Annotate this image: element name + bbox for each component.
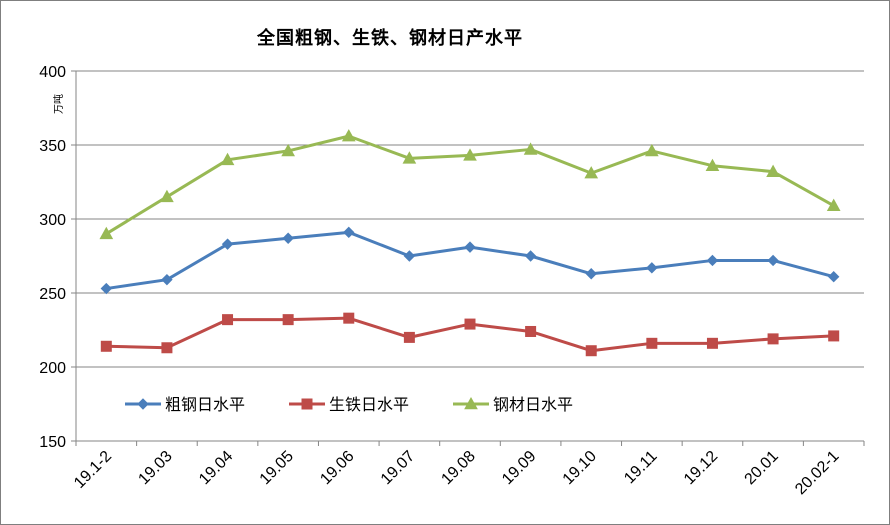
data-point	[646, 262, 658, 274]
legend: 粗钢日水平 生铁日水平 钢材日水平	[125, 395, 573, 414]
x-tick-label: 19.09	[499, 448, 539, 488]
data-point	[827, 271, 840, 283]
data-point	[585, 345, 597, 357]
data-point	[767, 333, 779, 345]
data-point	[343, 226, 355, 239]
legend-label: 钢材日水平	[493, 395, 573, 414]
x-tick-label: 19.07	[378, 448, 418, 488]
legend-item: 钢材日水平	[453, 395, 573, 414]
y-tick-label: 400	[39, 64, 66, 81]
data-point	[644, 143, 659, 157]
legend-label: 粗钢日水平	[165, 395, 245, 414]
data-point	[160, 189, 174, 203]
data-point	[100, 282, 113, 295]
data-point	[402, 151, 417, 164]
data-point	[706, 254, 719, 267]
x-tick-label: 19.04	[196, 448, 236, 488]
data-point	[463, 148, 477, 161]
series-group	[99, 129, 841, 357]
data-point	[767, 254, 779, 267]
series-line	[106, 230, 835, 291]
data-point	[281, 143, 296, 157]
data-point	[585, 268, 597, 280]
data-point	[221, 238, 234, 250]
data-point	[705, 158, 720, 172]
data-point	[646, 337, 658, 349]
x-tick-label: 19.05	[257, 448, 297, 488]
data-point	[828, 330, 840, 342]
data-point	[161, 342, 173, 354]
x-tick-label: 19.03	[135, 448, 175, 488]
y-tick-label: 200	[39, 360, 66, 377]
data-point	[403, 331, 415, 343]
data-point	[403, 250, 416, 262]
data-point	[464, 241, 476, 253]
y-axis-unit-label: 万吨	[52, 94, 65, 114]
gridlines	[76, 70, 864, 442]
x-tick-label: 19.11	[621, 448, 661, 488]
legend-label: 生铁日水平	[329, 395, 409, 414]
data-point	[282, 232, 294, 244]
series-2	[100, 312, 840, 357]
data-point	[525, 325, 537, 337]
x-tick-label: 20.02-1	[792, 448, 842, 498]
data-point	[222, 314, 234, 326]
data-point	[161, 273, 173, 286]
data-point	[826, 198, 841, 211]
x-tick-label: 19.1-2	[71, 448, 115, 492]
data-point	[220, 152, 235, 166]
legend-item: 生铁日水平	[289, 395, 409, 414]
y-tick-label: 250	[39, 286, 66, 303]
series-3	[99, 129, 841, 240]
data-point	[464, 318, 476, 330]
data-point	[706, 337, 718, 349]
y-tick-label: 350	[39, 138, 66, 155]
legend-marker	[464, 396, 478, 410]
x-tick-label: 19.08	[438, 448, 478, 488]
legend-item: 粗钢日水平	[125, 395, 245, 414]
data-point	[584, 166, 599, 179]
data-point	[100, 340, 112, 352]
data-point	[282, 314, 294, 326]
legend-marker	[137, 398, 149, 410]
chart-title: 全国粗钢、生铁、钢材日产水平	[257, 28, 523, 49]
x-tick-label: 19.10	[560, 448, 600, 488]
data-point	[341, 129, 356, 142]
data-point	[766, 164, 780, 177]
data-point	[343, 312, 355, 324]
series-1	[100, 226, 840, 295]
legend-marker	[301, 398, 313, 410]
x-tick-label: 19.12	[681, 448, 721, 488]
data-point	[523, 142, 538, 155]
x-tick-label: 20.01	[742, 448, 782, 488]
data-point	[99, 226, 114, 240]
y-tick-label: 300	[39, 212, 66, 229]
x-tick-label: 19.06	[317, 448, 357, 488]
data-point	[524, 250, 537, 262]
y-tick-label: 150	[39, 434, 66, 451]
